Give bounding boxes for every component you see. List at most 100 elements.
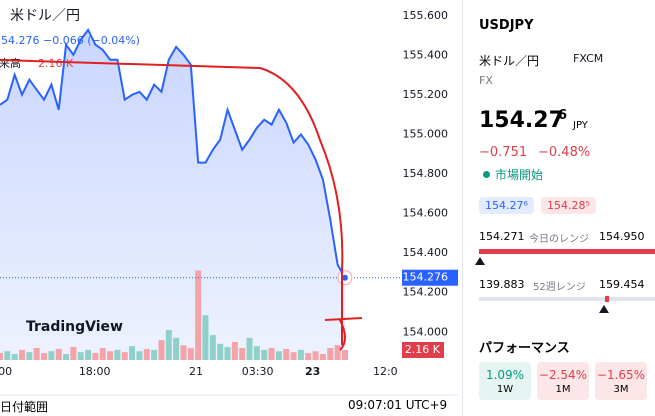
volume-bar bbox=[55, 348, 62, 360]
chart: 155.600 155.400 155.200 155.000 154.800 154.6… bbox=[0, 0, 458, 396]
perf-value: −2.54% bbox=[538, 368, 588, 382]
volume-bar bbox=[63, 354, 70, 360]
week-high: 159.454 bbox=[599, 278, 645, 291]
volume-bar bbox=[129, 346, 136, 360]
y-tick-label: 155.600 bbox=[403, 9, 449, 22]
perf-value: −1.65% bbox=[596, 368, 646, 382]
volume-bar bbox=[33, 348, 40, 360]
y-tick-label: 155.000 bbox=[403, 128, 449, 141]
week-marker bbox=[599, 305, 609, 313]
sidebar: USDJPY 米ドル／円 FXCM FX 154.27 6 JPY −0.751… bbox=[462, 0, 655, 416]
status: 市場開始 bbox=[495, 168, 544, 182]
volume-bar bbox=[99, 348, 106, 360]
volume-bar bbox=[121, 352, 128, 360]
x-tick-label: 21 bbox=[189, 365, 203, 378]
week-label: 52週レンジ bbox=[533, 282, 586, 293]
symbol: 米ドル／円 bbox=[10, 8, 80, 24]
y-tick-label: 154.200 bbox=[403, 286, 449, 299]
volume-bar bbox=[19, 349, 26, 360]
volume-bar bbox=[41, 353, 48, 360]
price: 154.27 bbox=[479, 108, 564, 133]
x-tick-label: 18:00 bbox=[79, 365, 111, 378]
volume-bar bbox=[224, 347, 231, 360]
volume-bar bbox=[158, 340, 165, 360]
volume-bar bbox=[114, 349, 121, 360]
volume-value: 2.16 K bbox=[38, 57, 74, 70]
y-tick-label: 154.400 bbox=[403, 246, 449, 259]
day-label: 今日のレンジ bbox=[529, 234, 589, 245]
x-tick-label: 12:0 bbox=[373, 365, 398, 378]
volume-bar bbox=[165, 330, 172, 360]
perf-chip[interactable]: 1.09% 1W bbox=[479, 362, 531, 400]
volume-bar bbox=[85, 349, 92, 360]
y-tick-label: 155.400 bbox=[403, 48, 449, 61]
volume-bar bbox=[48, 351, 55, 360]
volume-bar bbox=[26, 352, 33, 360]
day-high: 154.950 bbox=[599, 230, 645, 243]
perf-period: 1W bbox=[496, 384, 514, 395]
price-small: 6 bbox=[558, 108, 568, 123]
day-marker bbox=[475, 257, 485, 265]
last-price-label: 154.276 bbox=[403, 271, 449, 284]
volume-bar bbox=[297, 349, 304, 360]
y-tick-label: 154.600 bbox=[403, 207, 449, 220]
date-range[interactable]: 日付範囲 bbox=[0, 400, 49, 414]
last-price-box bbox=[402, 269, 458, 286]
perf-chip[interactable]: −1.65% 3M bbox=[595, 362, 647, 400]
clock: 09:07:01 UTC+9 bbox=[348, 398, 448, 412]
perf-period: 1M bbox=[555, 384, 571, 395]
volume-bar bbox=[136, 351, 143, 360]
volume-bar bbox=[275, 351, 282, 360]
week-segment bbox=[605, 296, 609, 302]
name: 米ドル／円 bbox=[479, 54, 540, 68]
x-tick-label: 00 bbox=[0, 365, 12, 378]
perf-period: 3M bbox=[613, 384, 629, 395]
volume-bar bbox=[151, 349, 158, 360]
volume-bar bbox=[195, 270, 202, 360]
volume-bar bbox=[312, 351, 319, 360]
day-low: 154.271 bbox=[479, 230, 525, 243]
volume-bar bbox=[70, 347, 77, 360]
volume-bar bbox=[319, 354, 326, 360]
perf-title: パフォーマンス bbox=[479, 341, 570, 356]
day-range-bar bbox=[479, 249, 655, 254]
volume-bar bbox=[334, 345, 341, 360]
ticker: USDJPY bbox=[479, 18, 534, 33]
x-tick-label: 23 bbox=[305, 365, 320, 378]
annotation bbox=[0, 59, 363, 351]
currency: JPY bbox=[573, 120, 588, 131]
volume-bar bbox=[173, 337, 180, 360]
volume-bar bbox=[246, 337, 253, 360]
volume-bar bbox=[327, 348, 334, 360]
y-tick-label: 154.000 bbox=[403, 325, 449, 338]
volume-bar bbox=[180, 345, 187, 360]
volume-bar bbox=[107, 351, 114, 360]
volume-bar bbox=[143, 348, 150, 360]
volume-bar bbox=[231, 342, 238, 360]
week-low: 139.883 bbox=[479, 278, 525, 291]
quote: 154.276 −0.066 (−0.04%) bbox=[0, 34, 140, 47]
volume-label: 出来高 bbox=[0, 56, 21, 70]
volume-bar bbox=[77, 352, 84, 360]
market: FX bbox=[479, 74, 493, 87]
change-pct: −0.48% bbox=[538, 145, 591, 160]
volume-bar bbox=[11, 354, 18, 360]
perf-chip[interactable]: −2.54% 1M bbox=[537, 362, 589, 400]
price-line bbox=[0, 27, 346, 279]
price-axis-bg bbox=[400, 0, 458, 395]
y-tick-label: 154.800 bbox=[403, 167, 449, 180]
last-point bbox=[341, 274, 348, 281]
status-dot bbox=[483, 171, 490, 178]
volume-bar bbox=[0, 353, 3, 360]
volume-bar bbox=[202, 315, 209, 360]
source: FXCM bbox=[573, 52, 604, 65]
volume-bar bbox=[209, 335, 216, 360]
volume-box bbox=[402, 342, 444, 358]
y-tick-label: 155.200 bbox=[403, 88, 449, 101]
perf-value: 1.09% bbox=[485, 368, 525, 382]
bid: 154.27⁶ bbox=[479, 197, 534, 214]
x-tick-label: 03:30 bbox=[242, 365, 274, 378]
ask: 154.28⁵ bbox=[541, 197, 596, 214]
volume-box-label: 2.16 K bbox=[405, 343, 441, 356]
